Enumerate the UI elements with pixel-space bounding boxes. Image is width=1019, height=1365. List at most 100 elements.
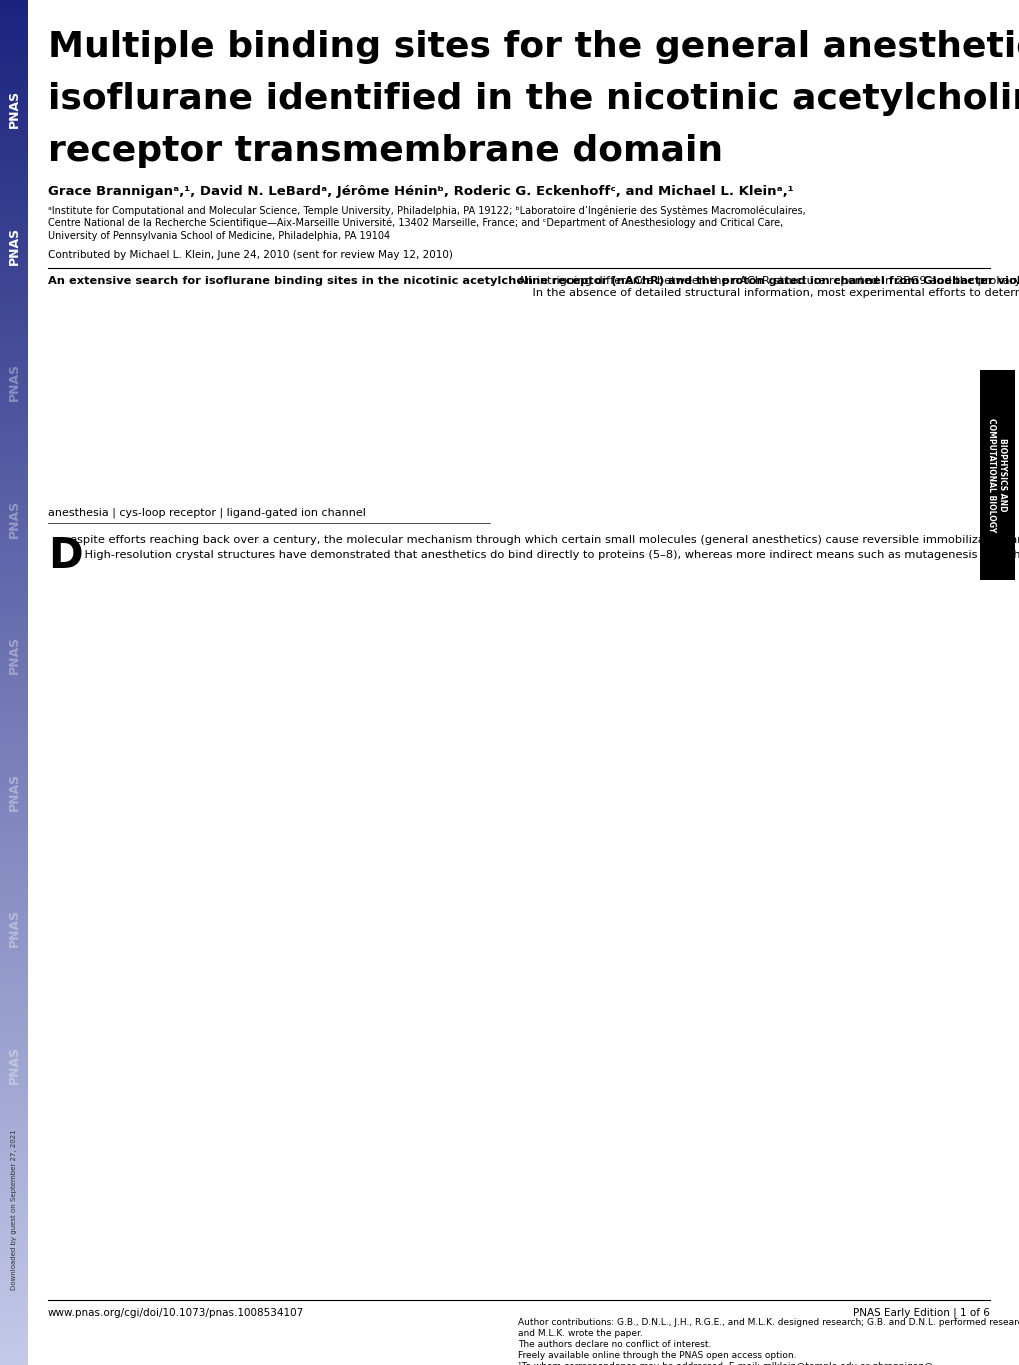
Bar bbox=[0, 314, 28, 321]
Bar bbox=[0, 915, 28, 921]
Bar bbox=[0, 730, 28, 737]
Bar bbox=[0, 307, 28, 314]
Text: receptor transmembrane domain: receptor transmembrane domain bbox=[48, 134, 722, 168]
Bar bbox=[0, 996, 28, 1003]
Bar bbox=[0, 1181, 28, 1188]
Bar bbox=[0, 48, 28, 55]
Bar bbox=[0, 1085, 28, 1092]
Bar bbox=[0, 157, 28, 164]
Bar bbox=[0, 983, 28, 990]
Text: PNAS Early Edition | 1 of 6: PNAS Early Edition | 1 of 6 bbox=[852, 1308, 989, 1319]
Bar bbox=[0, 450, 28, 457]
Bar bbox=[0, 676, 28, 682]
Bar bbox=[0, 990, 28, 996]
Bar bbox=[0, 266, 28, 273]
Bar bbox=[0, 410, 28, 416]
Bar bbox=[0, 1174, 28, 1181]
Bar bbox=[0, 464, 28, 471]
Bar bbox=[0, 75, 28, 82]
Bar bbox=[0, 874, 28, 880]
Bar bbox=[0, 1140, 28, 1147]
Bar bbox=[0, 553, 28, 560]
Bar bbox=[0, 505, 28, 512]
Bar bbox=[0, 1092, 28, 1099]
Bar bbox=[0, 1065, 28, 1072]
Bar bbox=[0, 764, 28, 771]
Text: PNAS: PNAS bbox=[7, 773, 20, 811]
Bar bbox=[0, 614, 28, 621]
Bar bbox=[0, 560, 28, 566]
Bar bbox=[0, 1099, 28, 1106]
Bar bbox=[0, 348, 28, 355]
Bar bbox=[0, 601, 28, 607]
Bar bbox=[0, 894, 28, 901]
Bar bbox=[0, 1037, 28, 1044]
Text: isoflurane identified in the nicotinic acetylcholine: isoflurane identified in the nicotinic a… bbox=[48, 82, 1019, 116]
Bar bbox=[0, 253, 28, 259]
Bar bbox=[0, 1249, 28, 1256]
Bar bbox=[0, 935, 28, 942]
Bar bbox=[0, 1133, 28, 1140]
Text: Author contributions: G.B., D.N.L., J.H., R.G.E., and M.L.K. designed research; : Author contributions: G.B., D.N.L., J.H.… bbox=[518, 1319, 1019, 1327]
Bar bbox=[0, 1297, 28, 1304]
Bar bbox=[0, 1153, 28, 1160]
Bar bbox=[0, 478, 28, 485]
Bar bbox=[0, 839, 28, 846]
Bar bbox=[0, 205, 28, 212]
Bar bbox=[0, 1031, 28, 1037]
Text: University of Pennsylvania School of Medicine, Philadelphia, PA 19104: University of Pennsylvania School of Med… bbox=[48, 231, 389, 242]
Bar bbox=[0, 259, 28, 266]
Bar bbox=[0, 389, 28, 396]
Bar bbox=[0, 246, 28, 253]
Bar bbox=[0, 416, 28, 423]
Text: PNAS: PNAS bbox=[7, 90, 20, 128]
Text: BIOPHYSICS AND
COMPUTATIONAL BIOLOGY: BIOPHYSICS AND COMPUTATIONAL BIOLOGY bbox=[985, 418, 1007, 532]
Bar bbox=[0, 198, 28, 205]
Bar bbox=[0, 682, 28, 689]
Bar bbox=[0, 1263, 28, 1269]
Bar bbox=[0, 546, 28, 553]
Bar bbox=[0, 1044, 28, 1051]
Bar bbox=[0, 444, 28, 450]
Bar bbox=[0, 955, 28, 962]
Bar bbox=[0, 362, 28, 369]
Bar bbox=[0, 96, 28, 102]
Bar bbox=[0, 648, 28, 655]
Bar bbox=[0, 239, 28, 246]
Bar bbox=[0, 928, 28, 935]
Bar bbox=[0, 1351, 28, 1358]
Bar bbox=[0, 437, 28, 444]
Bar bbox=[0, 949, 28, 956]
Bar bbox=[0, 55, 28, 61]
Bar bbox=[0, 805, 28, 812]
Bar bbox=[0, 1058, 28, 1065]
Bar bbox=[0, 280, 28, 287]
Text: anesthesia | cys-loop receptor | ligand-gated ion channel: anesthesia | cys-loop receptor | ligand-… bbox=[48, 508, 366, 519]
Bar bbox=[0, 1024, 28, 1031]
Bar bbox=[0, 457, 28, 464]
Bar bbox=[0, 532, 28, 539]
Bar bbox=[0, 1215, 28, 1222]
Bar bbox=[0, 921, 28, 928]
Bar bbox=[0, 792, 28, 799]
Bar bbox=[0, 1256, 28, 1263]
Bar bbox=[979, 370, 1014, 580]
Bar bbox=[0, 1051, 28, 1058]
Bar bbox=[0, 1222, 28, 1228]
Bar bbox=[0, 580, 28, 587]
Bar bbox=[0, 519, 28, 526]
Bar bbox=[0, 82, 28, 89]
Bar bbox=[0, 1167, 28, 1174]
Bar bbox=[0, 191, 28, 198]
Bar bbox=[0, 607, 28, 614]
Bar bbox=[0, 273, 28, 280]
Bar bbox=[0, 942, 28, 949]
Bar bbox=[0, 1358, 28, 1365]
Bar bbox=[0, 164, 28, 171]
Bar bbox=[0, 14, 28, 20]
Text: ¹To whom correspondence may be addressed. E-mail: mlklein@temple.edu or gbrannig: ¹To whom correspondence may be addressed… bbox=[518, 1362, 932, 1365]
Text: Downloaded by guest on September 27, 2021: Downloaded by guest on September 27, 202… bbox=[11, 1129, 17, 1290]
Bar bbox=[0, 321, 28, 328]
Bar bbox=[0, 1003, 28, 1010]
Bar bbox=[0, 587, 28, 594]
